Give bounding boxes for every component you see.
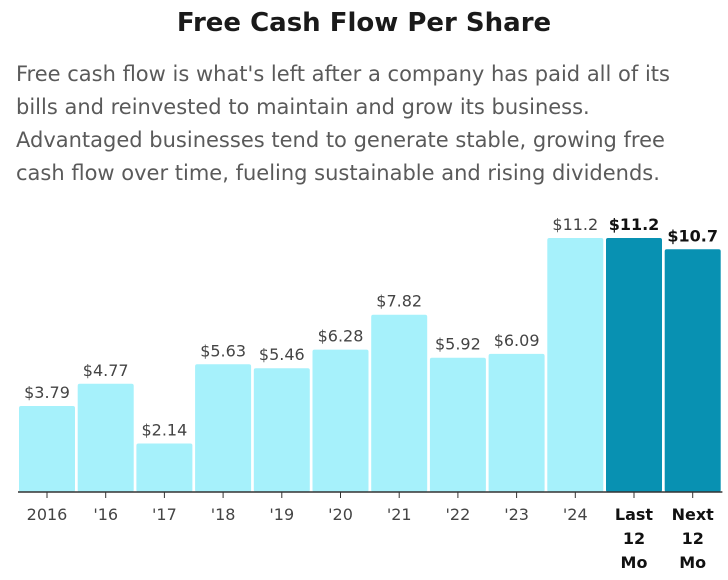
bar-10 bbox=[606, 238, 662, 492]
value-label-7: $5.92 bbox=[435, 335, 481, 354]
x-tick-label-7: '22 bbox=[446, 505, 471, 524]
bar-0 bbox=[19, 406, 75, 492]
bar-2 bbox=[136, 443, 193, 492]
value-label-5: $6.28 bbox=[318, 327, 364, 346]
value-label-3: $5.63 bbox=[200, 341, 246, 360]
bar-5 bbox=[312, 349, 369, 492]
value-label-2: $2.14 bbox=[141, 421, 187, 440]
value-label-9: $11.2 bbox=[552, 215, 598, 234]
chart-title: Free Cash Flow Per Share bbox=[176, 8, 552, 38]
bar-6 bbox=[371, 314, 428, 492]
bar-4 bbox=[253, 368, 310, 492]
x-tick-label-3: '18 bbox=[211, 505, 236, 524]
x-tick-label-10: Last 12 Mo bbox=[615, 505, 654, 572]
bar-1 bbox=[77, 383, 134, 492]
bar-8 bbox=[488, 353, 545, 492]
x-tick-label-1: '16 bbox=[93, 505, 118, 524]
description-line: cash flow over time, fueling sustainable… bbox=[16, 161, 660, 185]
x-tick-label-6: '21 bbox=[387, 505, 412, 524]
value-label-8: $6.09 bbox=[494, 331, 540, 350]
value-label-1: $4.77 bbox=[83, 361, 129, 380]
x-tick-label-11: Next 12 Mo bbox=[672, 505, 715, 572]
bar-9 bbox=[547, 238, 604, 492]
value-label-6: $7.82 bbox=[376, 292, 422, 311]
x-tick-label-5: '20 bbox=[328, 505, 353, 524]
x-tick-label-2: '17 bbox=[152, 505, 177, 524]
x-tick-label-8: '23 bbox=[504, 505, 529, 524]
description-line: Advantaged businesses tend to generate s… bbox=[16, 128, 665, 152]
description-line: bills and reinvested to maintain and gro… bbox=[16, 95, 590, 119]
value-label-0: $3.79 bbox=[24, 383, 70, 402]
bar-3 bbox=[195, 364, 252, 492]
bar-7 bbox=[429, 357, 486, 492]
description-line: Free cash flow is what's left after a co… bbox=[16, 62, 670, 86]
chart-description: Free cash flow is what's left after a co… bbox=[16, 58, 716, 190]
x-tick-label-4: '19 bbox=[269, 505, 294, 524]
value-label-11: $10.7 bbox=[667, 226, 718, 245]
x-tick-label-0: 2016 bbox=[27, 505, 68, 524]
bar-11 bbox=[664, 249, 721, 492]
x-tick-label-9: '24 bbox=[563, 505, 588, 524]
value-label-10: $11.2 bbox=[609, 215, 660, 234]
value-label-4: $5.46 bbox=[259, 345, 305, 364]
